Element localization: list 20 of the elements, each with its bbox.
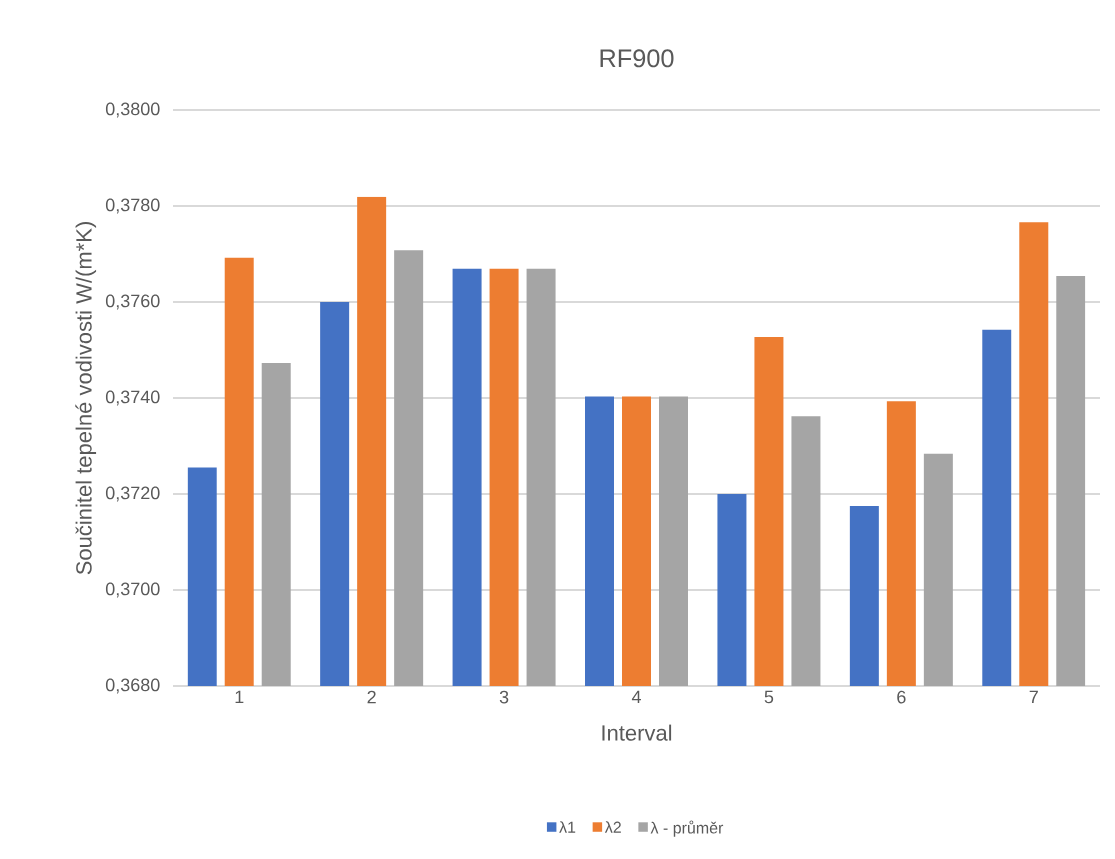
- x-tick-label: 6: [897, 690, 906, 704]
- x-axis-title: Interval: [602, 724, 672, 741]
- y-tick-label: 0,3780: [105, 198, 160, 214]
- x-tick-label: 1: [235, 690, 244, 704]
- legend-label: λ1: [559, 821, 576, 833]
- y-axis-title: Součinitel tepelné vodivosti W/(m*K): [75, 222, 97, 575]
- chart-title: RF900: [600, 49, 674, 68]
- y-tick-label: 0,3700: [105, 582, 160, 598]
- x-tick-label: 7: [1029, 690, 1038, 704]
- legend-label: λ - průměr: [650, 820, 724, 837]
- y-tick-label: 0,3680: [105, 678, 160, 694]
- y-tick-label: 0,3720: [105, 486, 160, 502]
- legend-label: λ2: [604, 821, 621, 833]
- x-tick-label: 4: [631, 690, 641, 704]
- x-tick-label: 5: [764, 690, 774, 704]
- y-tick-label: 0,3800: [105, 102, 160, 118]
- x-tick-label: 2: [367, 690, 376, 704]
- x-tick-label: 3: [499, 690, 509, 704]
- y-tick-label: 0,3760: [105, 294, 160, 310]
- y-tick-label: 0,3740: [105, 390, 160, 406]
